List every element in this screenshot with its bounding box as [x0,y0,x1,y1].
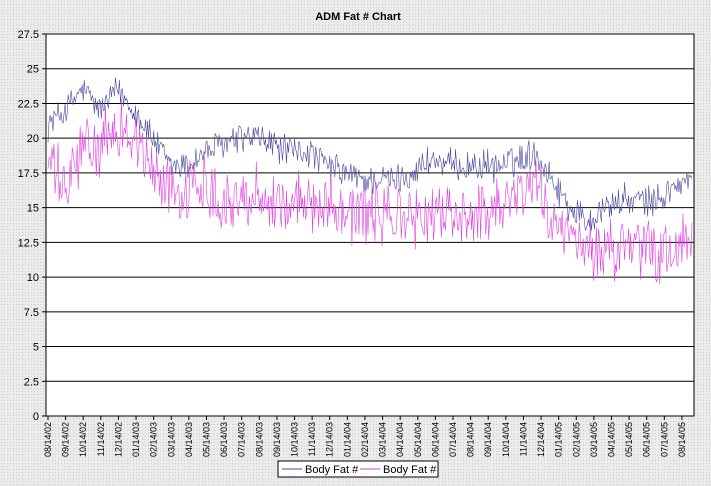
plot-area [45,33,695,417]
legend: Body Fat # Body Fat # [277,460,439,478]
series-line-1 [47,77,693,231]
x-tick-label: 01/14/03 [131,422,141,457]
x-tick-label: 08/14/03 [254,422,264,457]
y-tick-label: 0 [33,411,39,423]
x-tick-label: 08/14/05 [677,422,687,457]
series-line-2 [47,98,693,285]
x-tick-label: 12/14/04 [536,422,546,457]
x-tick-label: 07/14/03 [237,422,247,457]
x-tick-label: 05/14/04 [413,422,423,457]
y-tick-label: 27.5 [18,29,39,41]
x-tick-label: 08/14/02 [43,422,53,457]
x-tick-label: 02/14/05 [571,422,581,457]
x-tick-label: 11/14/02 [96,422,106,456]
x-tick-label: 01/14/04 [342,422,352,457]
x-tick-label: 04/14/03 [184,422,194,457]
x-tick-label: 07/14/04 [448,422,458,457]
legend-label-2: Body Fat # [383,464,437,476]
x-tick-label: 11/14/04 [518,422,528,456]
legend-box [277,460,439,478]
y-tick-label: 25 [27,64,39,76]
x-tick-label: 06/14/04 [430,422,440,457]
x-tick-label: 09/14/02 [61,422,71,457]
x-tick-label: 03/14/03 [166,422,176,457]
x-tick-label: 05/14/03 [201,422,211,457]
chart-title: ADM Fat # Chart [315,11,401,23]
x-tick-label: 06/14/03 [219,422,229,457]
x-tick-label: 01/14/05 [554,422,564,457]
y-tick-label: 17.5 [18,168,39,180]
gridlines [46,33,694,417]
x-tick-label: 09/14/04 [483,422,493,457]
x-tick-label: 12/14/03 [325,422,335,457]
x-tick-label: 06/14/05 [642,422,652,457]
x-tick-label: 10/14/02 [78,422,88,457]
y-tick-label: 5 [33,342,39,354]
x-tick-label: 02/14/04 [360,422,370,457]
x-axis-ticks: 08/14/02 09/14/02 10/14/02 11/14/02 12/14/02… [43,416,687,457]
x-tick-label: 11/14/03 [307,422,317,456]
x-tick-label: 09/14/03 [272,422,282,457]
x-tick-label: 02/14/03 [149,422,159,457]
y-axis-ticks: 0 2.5 5 7.5 10 12.5 15 17.5 20 22.5 25 27.5 [18,29,46,423]
x-tick-label: 03/14/04 [378,422,388,457]
x-tick-label: 08/14/04 [466,422,476,457]
y-tick-label: 10 [27,272,39,284]
series-lines [47,77,693,285]
x-tick-label: 04/14/04 [395,422,405,457]
y-tick-label: 20 [27,133,39,145]
y-tick-label: 15 [27,203,39,215]
x-tick-label: 10/14/04 [501,422,511,457]
y-tick-label: 2.5 [24,376,39,388]
y-tick-label: 12.5 [18,237,39,249]
x-tick-label: 03/14/05 [589,422,599,457]
x-tick-label: 05/14/05 [624,422,634,457]
x-tick-label: 12/14/02 [113,422,123,457]
x-tick-label: 10/14/03 [290,422,300,457]
y-tick-label: 7.5 [24,307,39,319]
legend-label-1: Body Fat # [305,464,359,476]
x-tick-label: 07/14/05 [659,422,669,457]
y-tick-label: 22.5 [18,98,39,110]
x-tick-label: 04/14/05 [606,422,616,457]
